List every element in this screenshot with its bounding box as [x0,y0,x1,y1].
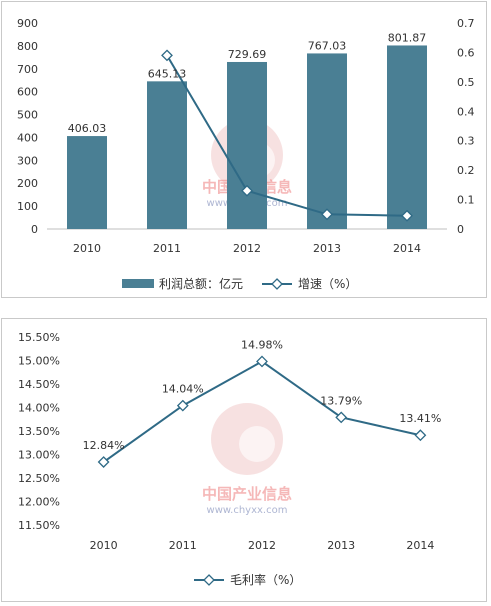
y-left-tick-label: 400 [17,131,38,144]
margin-marker [256,355,268,368]
bar [387,45,427,230]
x-tick-label: 2013 [327,539,355,552]
profit-chart-panel: 中国产业信息www.chyxx.com010020030040050060070… [1,1,487,298]
y-left-tick-label: 500 [17,109,38,122]
bar [67,136,107,229]
margin-chart-panel: 中国产业信息 www.chyxx.com 11.50% 12.00% 12.50% 13.… [1,318,487,602]
y-left-tick-label: 0 [31,223,38,236]
margin-marker [97,456,110,468]
y-right-tick-label: 0.4 [457,105,475,118]
margin-marker [335,411,348,424]
margin-data-label: 13.41% [399,412,441,425]
y-left-tick-label: 700 [17,63,38,76]
bar-data-label: 801.87 [388,31,427,44]
x-tick-label: 2012 [248,539,276,552]
y-left-tick-label: 600 [17,86,38,99]
y-left-tick-label: 900 [17,17,38,30]
watermark-name: 中国产业信息 [202,485,292,503]
y-tick-label: 13.00% [18,449,60,462]
growth-marker [161,49,173,62]
margin-data-label: 14.04% [162,383,204,396]
y-right-tick-label: 0.5 [457,76,475,89]
y-right-tick-label: 0.7 [457,17,475,30]
y-right-tick-label: 0 [457,223,464,236]
y-left-tick-label: 800 [17,40,38,53]
bar-data-label: 645.13 [148,67,187,80]
growth-marker [241,184,253,197]
x-tick-label: 2010 [73,242,101,255]
margin-data-label: 12.84% [83,439,125,452]
y-right-tick-label: 0.2 [457,164,475,177]
bar-data-label: 729.69 [228,48,267,61]
y-left-tick-label: 100 [17,200,38,213]
legend-bar-swatch [122,279,154,288]
x-tick-label: 2010 [90,539,118,552]
legend-bar-label: 利润总额：亿元 [159,276,243,291]
x-tick-label: 2014 [406,539,434,552]
y-tick-label: 14.50% [18,378,60,391]
x-tick-label: 2012 [233,242,261,255]
bar [307,53,347,229]
y-left-tick-label: 200 [17,177,38,190]
bar-data-label: 767.03 [308,39,347,52]
bar [227,61,267,229]
bar [147,81,187,229]
y-right-tick-label: 0.1 [457,194,475,207]
x-tick-label: 2014 [393,242,421,255]
margin-data-label: 14.98% [241,338,283,351]
y-left-tick-label: 300 [17,154,38,167]
y-right-tick-label: 0.6 [457,46,475,59]
growth-marker [401,209,413,222]
legend-line-label: 毛利率（%） [230,572,301,587]
profit-chart: 中国产业信息www.chyxx.com010020030040050060070… [17,17,475,291]
watermark-logo-inner [239,426,275,462]
x-tick-label: 2011 [153,242,181,255]
y-tick-label: 11.50% [18,519,60,532]
legend-line-label: 增速（%） [298,277,357,291]
growth-line [166,54,408,217]
watermark-url: www.chyxx.com [207,505,288,516]
legend-line-marker [271,278,283,290]
y-tick-label: 13.50% [18,425,60,438]
y-tick-label: 12.50% [18,472,60,485]
margin-marker [176,399,189,412]
y-tick-label: 14.00% [18,402,60,415]
y-tick-label: 12.00% [18,496,60,509]
legend-line-marker [203,574,215,586]
margin-chart: 中国产业信息 www.chyxx.com 11.50% 12.00% 12.50% 13.… [18,331,441,587]
x-tick-label: 2013 [313,242,341,255]
y-tick-label: 15.50% [18,331,60,344]
x-tick-label: 2011 [169,539,197,552]
y-tick-label: 15.00% [18,355,60,368]
y-right-tick-label: 0.3 [457,135,475,148]
growth-marker [321,208,333,221]
margin-marker [414,429,427,442]
bar-data-label: 406.03 [68,122,107,135]
margin-data-label: 13.79% [320,394,362,407]
